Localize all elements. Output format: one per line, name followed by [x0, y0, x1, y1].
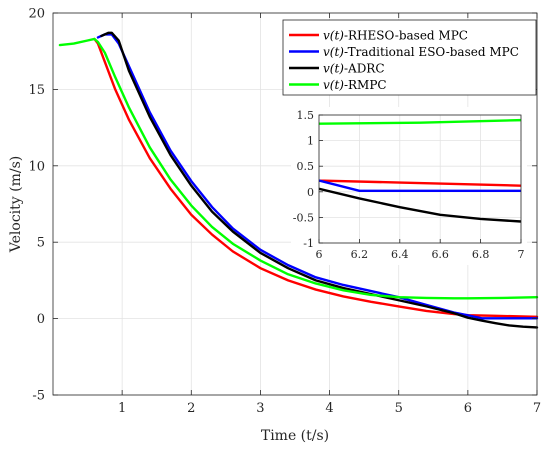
inset-x-tick-label: 6.6 [431, 248, 449, 261]
inset-axes-frame [318, 114, 522, 244]
main-axes-frame [52, 12, 538, 396]
x-tick-label: 4 [325, 401, 333, 416]
x-axis-label: Time (t/s) [261, 428, 329, 444]
inset-x-tick-label: 7 [518, 248, 525, 261]
inset-y-tick-label: 1.5 [297, 109, 315, 122]
x-tick-label: 5 [395, 401, 403, 416]
main-series-group [58, 31, 539, 329]
inset-series-line-2 [319, 179, 521, 192]
legend: v(t)-RHESO-based MPC v(t)-Traditional ESO… [282, 19, 537, 96]
series-line-1 [93, 37, 539, 318]
legend-entry: v(t)-RMPC [323, 78, 387, 92]
x-tick-label: 3 [256, 401, 264, 416]
inset-series-line-3 [319, 187, 521, 223]
x-tick-label: 2 [187, 401, 195, 416]
x-tick-label: 7 [533, 401, 541, 416]
inset-x-tick-label: 6.4 [391, 248, 409, 261]
legend-entry: v(t)-RHESO-based MPC [323, 29, 468, 43]
inset-x-tick-label: 6.2 [351, 248, 369, 261]
legend-entry: v(t)-ADRC [323, 62, 385, 76]
inset-x-tick-label: 6.8 [472, 248, 490, 261]
series-line-4 [58, 37, 539, 300]
inset-y-tick-label: 0.5 [297, 160, 315, 173]
y-tick-label: 10 [28, 159, 45, 174]
inset-y-tick-label: -1 [303, 237, 314, 250]
inset-y-tick-label: -0.5 [293, 211, 314, 224]
inset-series-line-4 [319, 118, 521, 125]
x-tick-label: 6 [464, 401, 472, 416]
legend-box [282, 19, 537, 96]
inset-x-tick-label: 6 [316, 248, 323, 261]
y-tick-label: -5 [32, 389, 45, 404]
y-axis-label: Velocity (m/s) [8, 156, 24, 253]
inset-series-line-1 [319, 179, 521, 187]
y-tick-label: 15 [28, 83, 45, 98]
inset-zoom-plot: 6 6.2 6.4 6.6 6.8 7 -1 -0.5 0 0.5 1 1.5 [291, 107, 527, 265]
inset-series-group [319, 118, 521, 223]
series-line-3 [100, 31, 539, 329]
inset-y-tick-label: 0 [307, 186, 314, 199]
y-tick-label: 20 [28, 7, 45, 22]
inset-y-tick-label: 1 [307, 135, 314, 148]
legend-entry: v(t)-Traditional ESO-based MPC [323, 45, 519, 59]
x-tick-label: 1 [118, 401, 126, 416]
y-tick-label: 5 [37, 236, 45, 251]
y-tick-label: 0 [37, 312, 45, 327]
